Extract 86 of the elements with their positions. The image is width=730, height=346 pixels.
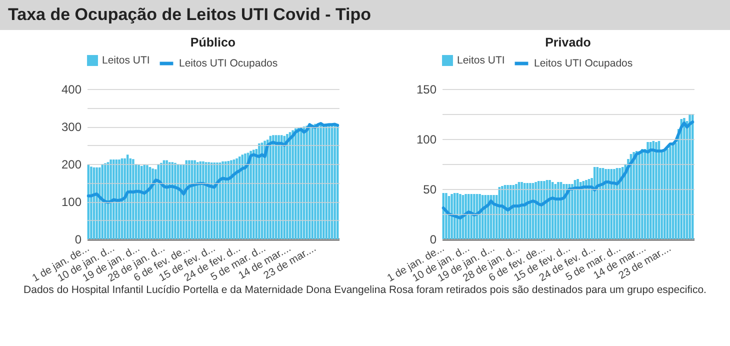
text: Taxa de Ocupação de Leitos UTI Covid - Tipo bbox=[0, 0, 730, 30]
bar bbox=[250, 150, 252, 239]
bar bbox=[585, 180, 588, 239]
bar bbox=[202, 161, 204, 239]
bar bbox=[506, 185, 509, 239]
bar bbox=[292, 130, 294, 239]
bar bbox=[515, 184, 518, 239]
bar bbox=[618, 168, 621, 239]
legend-label: Leitos UTI Ocupados bbox=[179, 58, 278, 70]
bar bbox=[501, 186, 504, 239]
bar bbox=[258, 143, 260, 239]
y-tick-label: 150 bbox=[416, 82, 437, 96]
bar bbox=[194, 160, 196, 239]
bar bbox=[96, 167, 98, 239]
bar bbox=[459, 194, 462, 239]
bar bbox=[534, 182, 537, 239]
bar bbox=[300, 127, 302, 239]
y-tick-label: 300 bbox=[61, 120, 82, 134]
y-tick-label: 0 bbox=[74, 232, 82, 246]
bar bbox=[244, 154, 246, 239]
y-tick-label: 50 bbox=[423, 182, 437, 196]
y-tick-label: 100 bbox=[61, 195, 82, 209]
bar bbox=[557, 182, 560, 239]
y-tick-label: 100 bbox=[416, 132, 437, 146]
y-tick-label: 400 bbox=[61, 82, 82, 96]
bar bbox=[160, 162, 162, 239]
bar bbox=[445, 193, 448, 239]
bar bbox=[314, 124, 316, 239]
line-series bbox=[442, 120, 694, 220]
legend-label: Leitos UTI bbox=[102, 54, 150, 66]
bar bbox=[520, 182, 523, 239]
bar bbox=[478, 194, 481, 239]
bar bbox=[222, 161, 224, 239]
bar bbox=[132, 159, 134, 239]
bar bbox=[208, 162, 210, 239]
bar bbox=[146, 165, 148, 239]
bar bbox=[492, 195, 495, 239]
bar bbox=[632, 152, 635, 239]
legend-label: Leitos UTI Ocupados bbox=[534, 58, 633, 70]
bar bbox=[543, 181, 546, 239]
bar bbox=[236, 158, 238, 239]
bar bbox=[152, 168, 154, 239]
bar bbox=[272, 135, 274, 239]
bar bbox=[180, 164, 182, 239]
bar bbox=[230, 160, 232, 239]
bar bbox=[104, 163, 106, 239]
bar bbox=[306, 126, 308, 239]
bar bbox=[599, 168, 602, 239]
bar bbox=[320, 124, 322, 239]
bar bbox=[166, 160, 168, 239]
bar bbox=[683, 118, 686, 239]
bar bbox=[548, 180, 551, 239]
y-tick-label: 200 bbox=[61, 158, 82, 172]
bar bbox=[473, 194, 476, 239]
text: Dados do Hospital Infantil Lucídio Portella e da Maternidade Dona Evangelina Rosa foram retirados pois são destinados para um grupo especifico. bbox=[22, 284, 708, 296]
bar bbox=[529, 183, 532, 239]
bar bbox=[604, 169, 607, 239]
bar bbox=[487, 195, 490, 239]
bar bbox=[174, 162, 176, 239]
bar bbox=[646, 142, 649, 239]
bar bbox=[688, 114, 691, 239]
legend-label: Leitos UTI bbox=[457, 54, 505, 66]
bar bbox=[576, 179, 579, 239]
y-tick-label: 0 bbox=[430, 232, 437, 246]
chart-title: Privado bbox=[545, 36, 592, 50]
bar bbox=[571, 184, 574, 239]
line-series bbox=[86, 122, 340, 204]
bar bbox=[264, 140, 266, 239]
bar bbox=[669, 146, 672, 239]
bar bbox=[138, 164, 140, 239]
bar bbox=[641, 149, 644, 239]
bar bbox=[124, 158, 126, 239]
bar bbox=[334, 124, 336, 239]
bar bbox=[110, 160, 112, 239]
chart-title: Público bbox=[190, 36, 236, 50]
bar bbox=[278, 135, 280, 239]
bar bbox=[216, 162, 218, 239]
bar bbox=[90, 166, 92, 239]
bar bbox=[286, 134, 288, 239]
bar bbox=[118, 160, 120, 239]
bar bbox=[613, 169, 616, 239]
bar bbox=[464, 194, 467, 239]
bar bbox=[188, 160, 190, 239]
bar bbox=[562, 184, 565, 239]
bar bbox=[450, 194, 453, 239]
bar bbox=[655, 142, 658, 239]
